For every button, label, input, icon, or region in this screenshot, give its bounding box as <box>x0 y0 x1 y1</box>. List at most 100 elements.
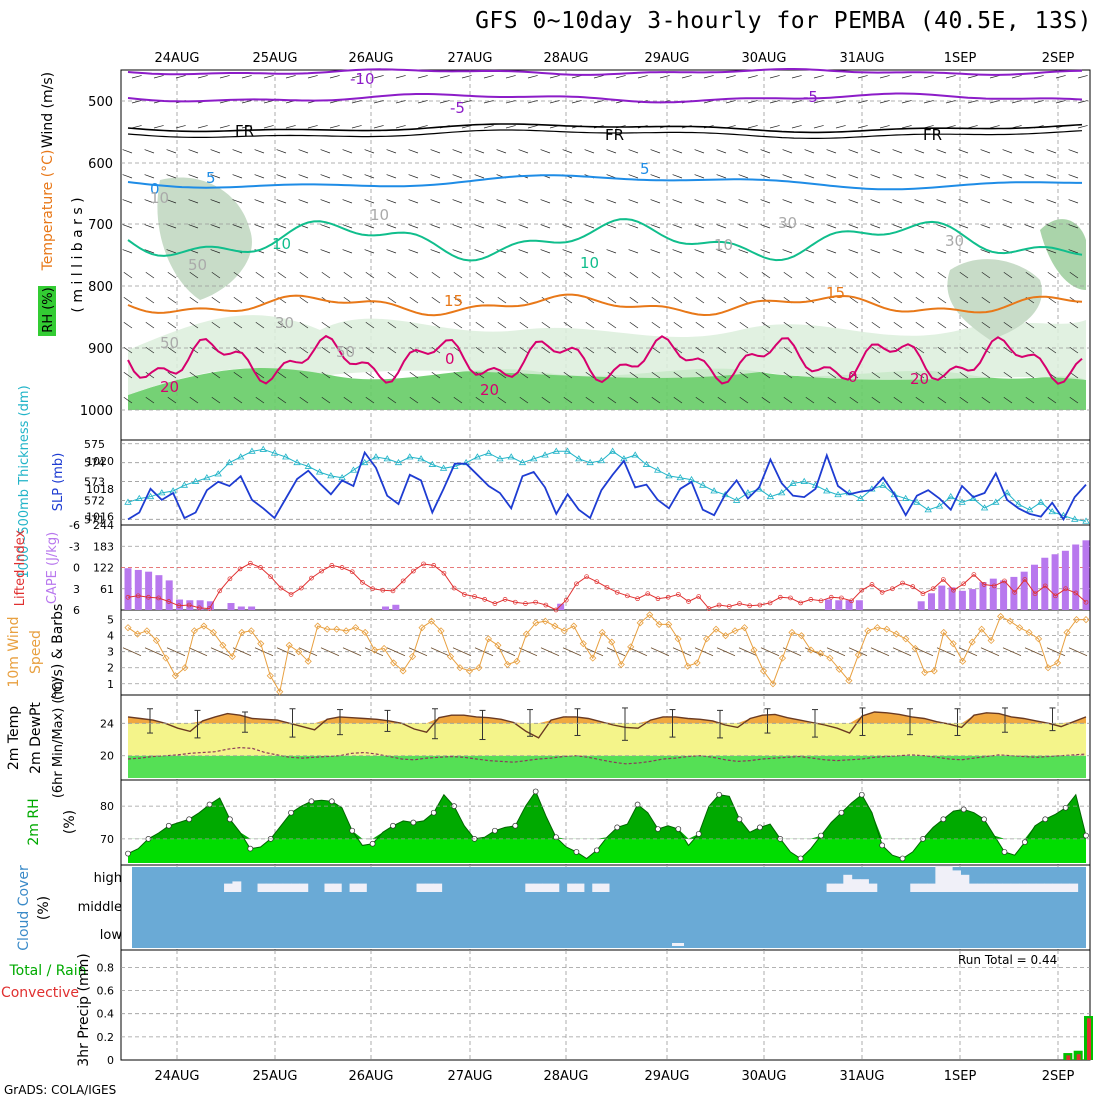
wind-barb <box>518 199 529 204</box>
wind-barb <box>848 199 859 204</box>
temp-tick: 20 <box>100 750 114 763</box>
wind-barb <box>959 396 969 404</box>
cape-bar <box>206 601 214 610</box>
cloud-tick: middle <box>78 900 122 915</box>
wind-barb <box>1046 224 1057 229</box>
wind-barb <box>937 371 947 379</box>
cape-bar <box>176 599 184 610</box>
wind-barb <box>123 321 133 329</box>
wind-barb <box>562 149 573 154</box>
wind-barb <box>760 199 771 204</box>
contour-label: 10 <box>714 236 733 254</box>
wind-barb <box>980 224 991 229</box>
precip-tick: 0.8 <box>97 961 115 974</box>
wind-barb <box>431 271 441 279</box>
rh-point <box>593 847 600 854</box>
day-label-bottom: 1SEP <box>944 1069 977 1084</box>
wind-barb <box>914 174 925 179</box>
slp-tick: 1018 <box>86 483 114 496</box>
wind-barb <box>584 249 595 254</box>
wind-barb <box>805 321 815 329</box>
wind-speed-point <box>1016 624 1024 632</box>
thickness-point <box>901 494 910 501</box>
wind-barb <box>871 321 881 329</box>
contour-label: 10 <box>150 189 169 207</box>
wind-speed-point <box>740 624 749 632</box>
wind-barb <box>255 296 265 304</box>
lifted-index-point <box>1002 578 1007 584</box>
wind-speed-point <box>333 625 341 633</box>
wind-barb <box>255 371 265 379</box>
wind-barb <box>783 371 793 379</box>
wind-speed-point <box>342 627 350 635</box>
cape-bar <box>196 600 204 610</box>
lifted-index-point <box>869 582 875 587</box>
thickness-point <box>372 453 380 460</box>
rh-point <box>532 788 539 795</box>
wind-barb <box>211 296 221 304</box>
wind-barb <box>386 199 397 204</box>
wind-barb <box>981 371 991 379</box>
wind10-axis-label: (m/s) & Barbs <box>50 604 66 701</box>
wind-barb <box>827 396 837 404</box>
cloud-high-cell <box>592 883 602 892</box>
cape-bar <box>382 606 390 610</box>
lifted-index-point <box>910 584 916 589</box>
wind-barb <box>188 174 199 179</box>
wind-barb <box>629 346 639 354</box>
wind-barb <box>430 224 441 229</box>
lifted-index-point <box>217 588 223 594</box>
wind-barb <box>541 371 551 379</box>
wind-barb <box>980 647 1000 657</box>
rh2m-axis-label: 2m RH <box>26 798 42 845</box>
wind-barb <box>959 321 969 329</box>
wind-barb <box>848 174 859 179</box>
wind-barb <box>461 75 472 79</box>
lifted-index-point <box>971 572 977 577</box>
contour-label: 10 <box>580 254 599 272</box>
lifted-index-point <box>920 591 926 597</box>
wind-barb <box>1046 199 1057 204</box>
thickness-point <box>1037 498 1045 505</box>
wind-barb <box>584 224 595 229</box>
cloud-high-cell <box>282 883 292 892</box>
wind-barb <box>607 346 617 354</box>
wind-barb <box>607 371 617 379</box>
wind10-axis-label: Speed <box>28 630 44 674</box>
cloud-high-cell <box>424 883 434 892</box>
rh-point <box>981 816 987 823</box>
cape-bar <box>1072 544 1080 610</box>
wind-barb <box>364 149 375 154</box>
rh-point <box>349 827 356 834</box>
wind-barb <box>967 125 978 129</box>
wind-barb <box>298 174 309 179</box>
day-label-bottom: 24AUG <box>154 1069 199 1084</box>
wind-barb <box>496 149 507 154</box>
wind-barb <box>958 249 969 254</box>
thickness-point <box>586 458 594 466</box>
wind-barb <box>717 296 727 304</box>
wind-barb <box>563 396 573 404</box>
wind-speed-point <box>162 654 170 662</box>
wind-speed-point <box>1006 617 1014 625</box>
wind-barb <box>166 199 177 204</box>
wind-barb <box>672 199 683 204</box>
wind-barb <box>233 321 243 329</box>
wind-barb <box>893 296 903 304</box>
wind-barb <box>263 125 274 129</box>
lifted-index-point <box>757 602 763 608</box>
wind-speed-point <box>978 625 986 633</box>
wind-barb <box>417 100 428 104</box>
wind-barb <box>980 149 991 154</box>
temp-tick: 24 <box>100 717 114 730</box>
wind-barb <box>497 346 507 354</box>
wind-barb <box>761 371 771 379</box>
lifted-index-point <box>828 594 834 600</box>
cape-bar <box>237 606 245 610</box>
wind-barb <box>870 224 881 229</box>
lifted-index-point <box>604 584 610 590</box>
contour-label: -10 <box>350 70 375 88</box>
wind-speed-point <box>721 632 730 640</box>
cloud-high-cell <box>868 883 878 892</box>
wind-barb <box>321 396 331 404</box>
